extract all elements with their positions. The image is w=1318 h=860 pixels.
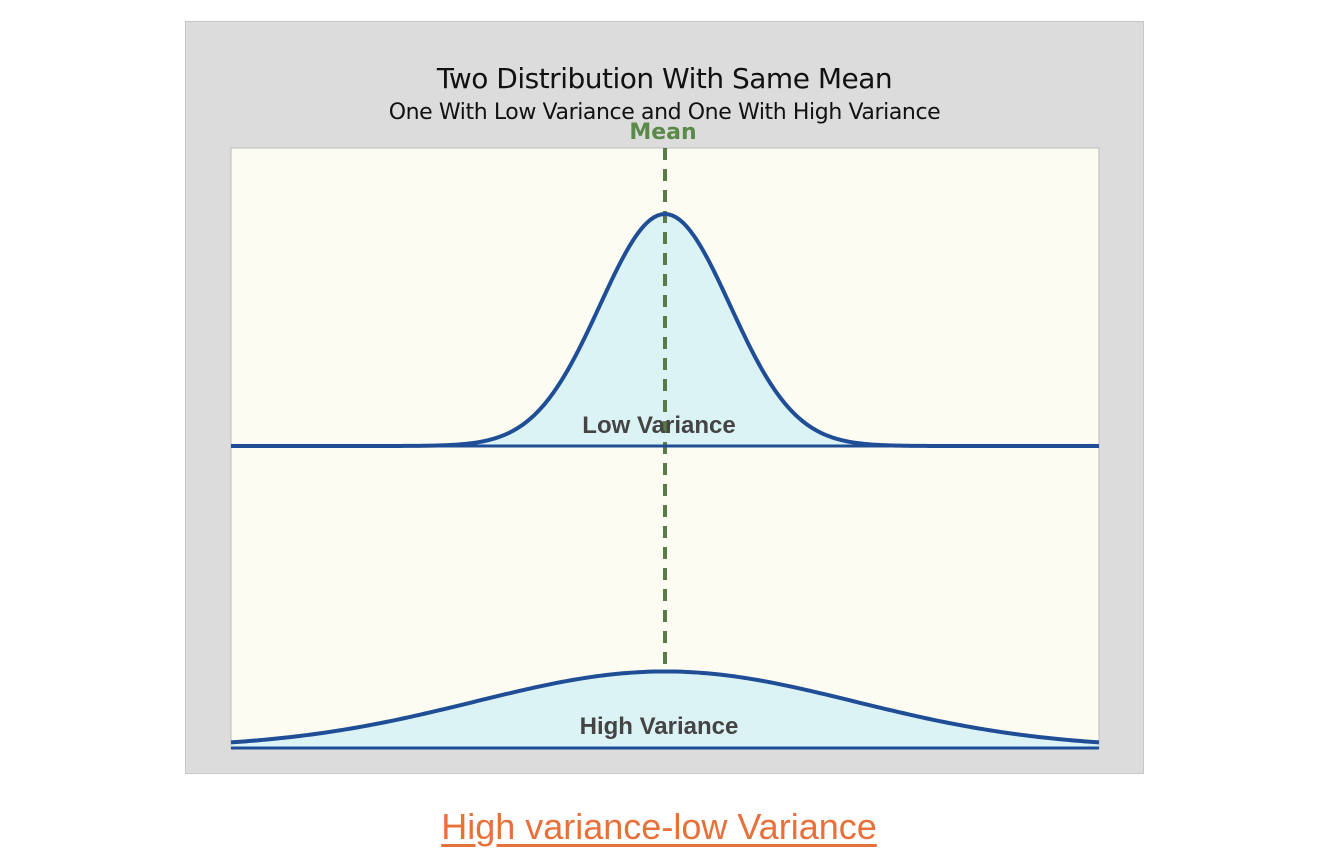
chart-figure: Two Distribution With Same Mean One With… xyxy=(185,21,1144,774)
low-variance-label: Low Variance xyxy=(582,412,735,439)
caption-link[interactable]: High variance-low Variance xyxy=(441,806,877,847)
high-variance-curve xyxy=(230,669,1100,745)
mean-label: Mean xyxy=(629,120,696,145)
low-variance-area xyxy=(231,214,1099,446)
chart-title: Two Distribution With Same Mean xyxy=(436,62,893,95)
high-variance-label: High Variance xyxy=(580,713,739,740)
chart-plot: Mean Low Variance High Variance xyxy=(230,120,1100,750)
high-variance-area xyxy=(231,671,1099,748)
chart-subtitle: One With Low Variance and One With High … xyxy=(388,100,941,125)
